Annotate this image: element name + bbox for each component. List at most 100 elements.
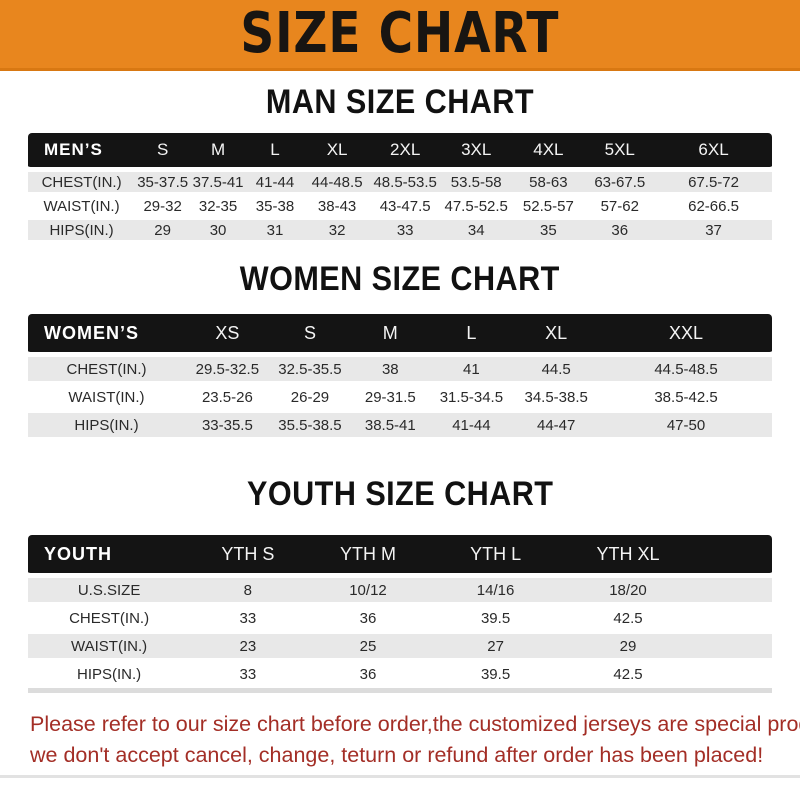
women-table-row: CHEST(IN.) 29.5-32.5 32.5-35.5 38 41 44.5 44.5… — [28, 355, 772, 383]
women-size-cell: 35.5-38.5 — [269, 411, 351, 439]
women-section-heading: WOMEN SIZE CHART — [0, 262, 800, 296]
women-size-cell: 44.5 — [512, 355, 601, 383]
youth-size-cell: 39.5 — [480, 609, 511, 627]
men-size-cell: 52.5-57 — [522, 197, 574, 215]
men-section-heading-text: MAN SIZE CHART — [265, 83, 535, 121]
women-header-row: WOMEN’S XS S M L XL XXL — [28, 314, 772, 355]
youth-table-row: WAIST(IN.) 23 25 27 29 — [28, 632, 772, 660]
youth-size-cell: 18/20 — [560, 576, 696, 604]
men-size-cell: 29-32 — [143, 197, 182, 215]
women-size-cell: 44-47 — [512, 411, 601, 439]
women-column-header: M — [350, 314, 431, 355]
women-size-cell: 41-44 — [430, 411, 513, 439]
men-size-cell: 34 — [440, 218, 513, 242]
youth-size-table: YOUTH YTH S YTH M YTH L YTH XL U.S.SIZE 8 10/1… — [28, 535, 772, 693]
men-size-cell: 44-48.5 — [304, 170, 371, 194]
men-size-cell: 35-37.5 — [135, 170, 191, 194]
women-size-cell: 23.5-26 — [201, 388, 253, 406]
men-row-label: WAIST(IN.) — [43, 197, 120, 215]
women-size-cell: 38.5-42.5 — [654, 388, 718, 406]
youth-size-cell: 27 — [430, 632, 561, 660]
men-column-header: XL — [304, 133, 371, 170]
youth-table-label: YOUTH — [28, 535, 191, 576]
women-size-cell: 44.5-48.5 — [600, 355, 772, 383]
men-size-cell: 36 — [584, 218, 656, 242]
women-size-cell: 31.5-34.5 — [439, 388, 504, 406]
women-column-header: S — [269, 314, 351, 355]
women-size-cell: 33-35.5 — [184, 411, 270, 439]
men-column-header: 4XL — [512, 133, 585, 170]
men-column-header: L — [245, 133, 304, 170]
youth-size-cell: 8 — [190, 576, 306, 604]
women-size-cell: 34.5-38.5 — [524, 388, 588, 406]
men-size-cell: 63-67.5 — [584, 170, 656, 194]
youth-column-header: YTH XL — [560, 535, 696, 576]
youth-column-header: YTH M — [305, 535, 431, 576]
men-table-row: CHEST(IN.) 35-37.5 37.5-41 41-44 44-48.5 48.5… — [28, 170, 772, 194]
youth-size-cell: 42.5 — [613, 609, 643, 627]
men-column-header: 5XL — [584, 133, 656, 170]
footer-note: Please refer to our size chart before or… — [30, 709, 800, 771]
women-table-row: WAIST(IN.) 23.5-26 26-29 29-31.5 31.5-34.5 34… — [28, 383, 772, 411]
men-column-header: 6XL — [655, 133, 772, 170]
youth-section-heading-text: YOUTH SIZE CHART — [246, 475, 554, 513]
youth-table-row: U.S.SIZE 8 10/12 14/16 18/20 — [28, 576, 772, 604]
women-row-label: CHEST(IN.) — [28, 355, 185, 383]
youth-cell-spacer — [695, 660, 772, 688]
men-column-header: M — [190, 133, 246, 170]
women-size-cell: 41 — [430, 355, 513, 383]
youth-row-label: CHEST(IN.) — [69, 609, 150, 627]
youth-header-row: YOUTH YTH S YTH M YTH L YTH XL — [28, 535, 772, 576]
men-size-cell: 53.5-58 — [440, 170, 513, 194]
men-row-label: CHEST(IN.) — [28, 170, 136, 194]
men-size-cell: 38-43 — [317, 197, 357, 215]
banner-title: SIZE CHART — [240, 1, 560, 66]
men-size-cell: 58-63 — [512, 170, 585, 194]
size-chart-banner: SIZE CHART — [0, 0, 800, 71]
women-size-cell: 38.5-41 — [350, 411, 431, 439]
men-size-table: MEN’S S M L XL 2XL 3XL 4XL 5XL 6XL CHEST(IN.) 35-3… — [28, 133, 772, 242]
men-size-cell: 35-38 — [255, 197, 295, 215]
bottom-divider — [0, 775, 800, 778]
footer-line-1: Please refer to our size chart before or… — [30, 712, 800, 736]
youth-size-cell: 39.5 — [480, 665, 511, 683]
youth-row-label: U.S.SIZE — [28, 576, 191, 604]
men-size-cell: 31 — [245, 218, 304, 242]
men-size-cell: 47.5-52.5 — [444, 197, 508, 215]
youth-size-cell: 23 — [190, 632, 306, 660]
men-table-label: MEN’S — [28, 133, 136, 170]
youth-size-cell: 33 — [239, 609, 257, 627]
men-size-cell: 30 — [190, 218, 246, 242]
men-header-row: MEN’S S M L XL 2XL 3XL 4XL 5XL 6XL — [28, 133, 772, 170]
men-column-header: 2XL — [370, 133, 441, 170]
men-size-cell: 67.5-72 — [655, 170, 772, 194]
women-size-cell: 32.5-35.5 — [269, 355, 351, 383]
men-column-header: 3XL — [440, 133, 513, 170]
women-table-row: HIPS(IN.) 33-35.5 35.5-38.5 38.5-41 41-44 44-… — [28, 411, 772, 439]
men-table-row: HIPS(IN.) 29 30 31 32 33 34 35 36 37 — [28, 218, 772, 242]
youth-size-cell: 14/16 — [430, 576, 561, 604]
men-size-cell: 37 — [655, 218, 772, 242]
footer-line-2: we don't accept cancel, change, teturn o… — [30, 743, 764, 767]
men-size-cell: 41-44 — [245, 170, 304, 194]
men-size-cell: 43-47.5 — [379, 197, 431, 215]
women-section-heading-text: WOMEN SIZE CHART — [239, 260, 560, 298]
youth-size-cell: 10/12 — [305, 576, 431, 604]
men-size-cell: 35 — [512, 218, 585, 242]
women-column-header: XL — [512, 314, 601, 355]
youth-column-header: YTH S — [190, 535, 306, 576]
women-column-header: XS — [184, 314, 270, 355]
women-size-cell: 29-31.5 — [364, 388, 416, 406]
youth-size-cell: 36 — [359, 665, 377, 683]
men-table-row: WAIST(IN.) 29-32 32-35 35-38 38-43 43-47.5 47.… — [28, 194, 772, 218]
youth-table-row: HIPS(IN.) 33 36 39.5 42.5 — [28, 660, 772, 688]
women-size-table: WOMEN’S XS S M L XL XXL CHEST(IN.) 29.5-32.5 32.… — [28, 314, 772, 439]
women-size-cell: 29.5-32.5 — [184, 355, 270, 383]
youth-column-header-spacer — [695, 535, 772, 576]
youth-table-row: CHEST(IN.) 33 36 39.5 42.5 — [28, 604, 772, 632]
men-row-label: HIPS(IN.) — [28, 218, 136, 242]
men-size-cell: 29 — [135, 218, 191, 242]
youth-cell-spacer — [695, 576, 772, 604]
youth-cell-spacer — [695, 632, 772, 660]
youth-cell-spacer — [695, 604, 772, 632]
